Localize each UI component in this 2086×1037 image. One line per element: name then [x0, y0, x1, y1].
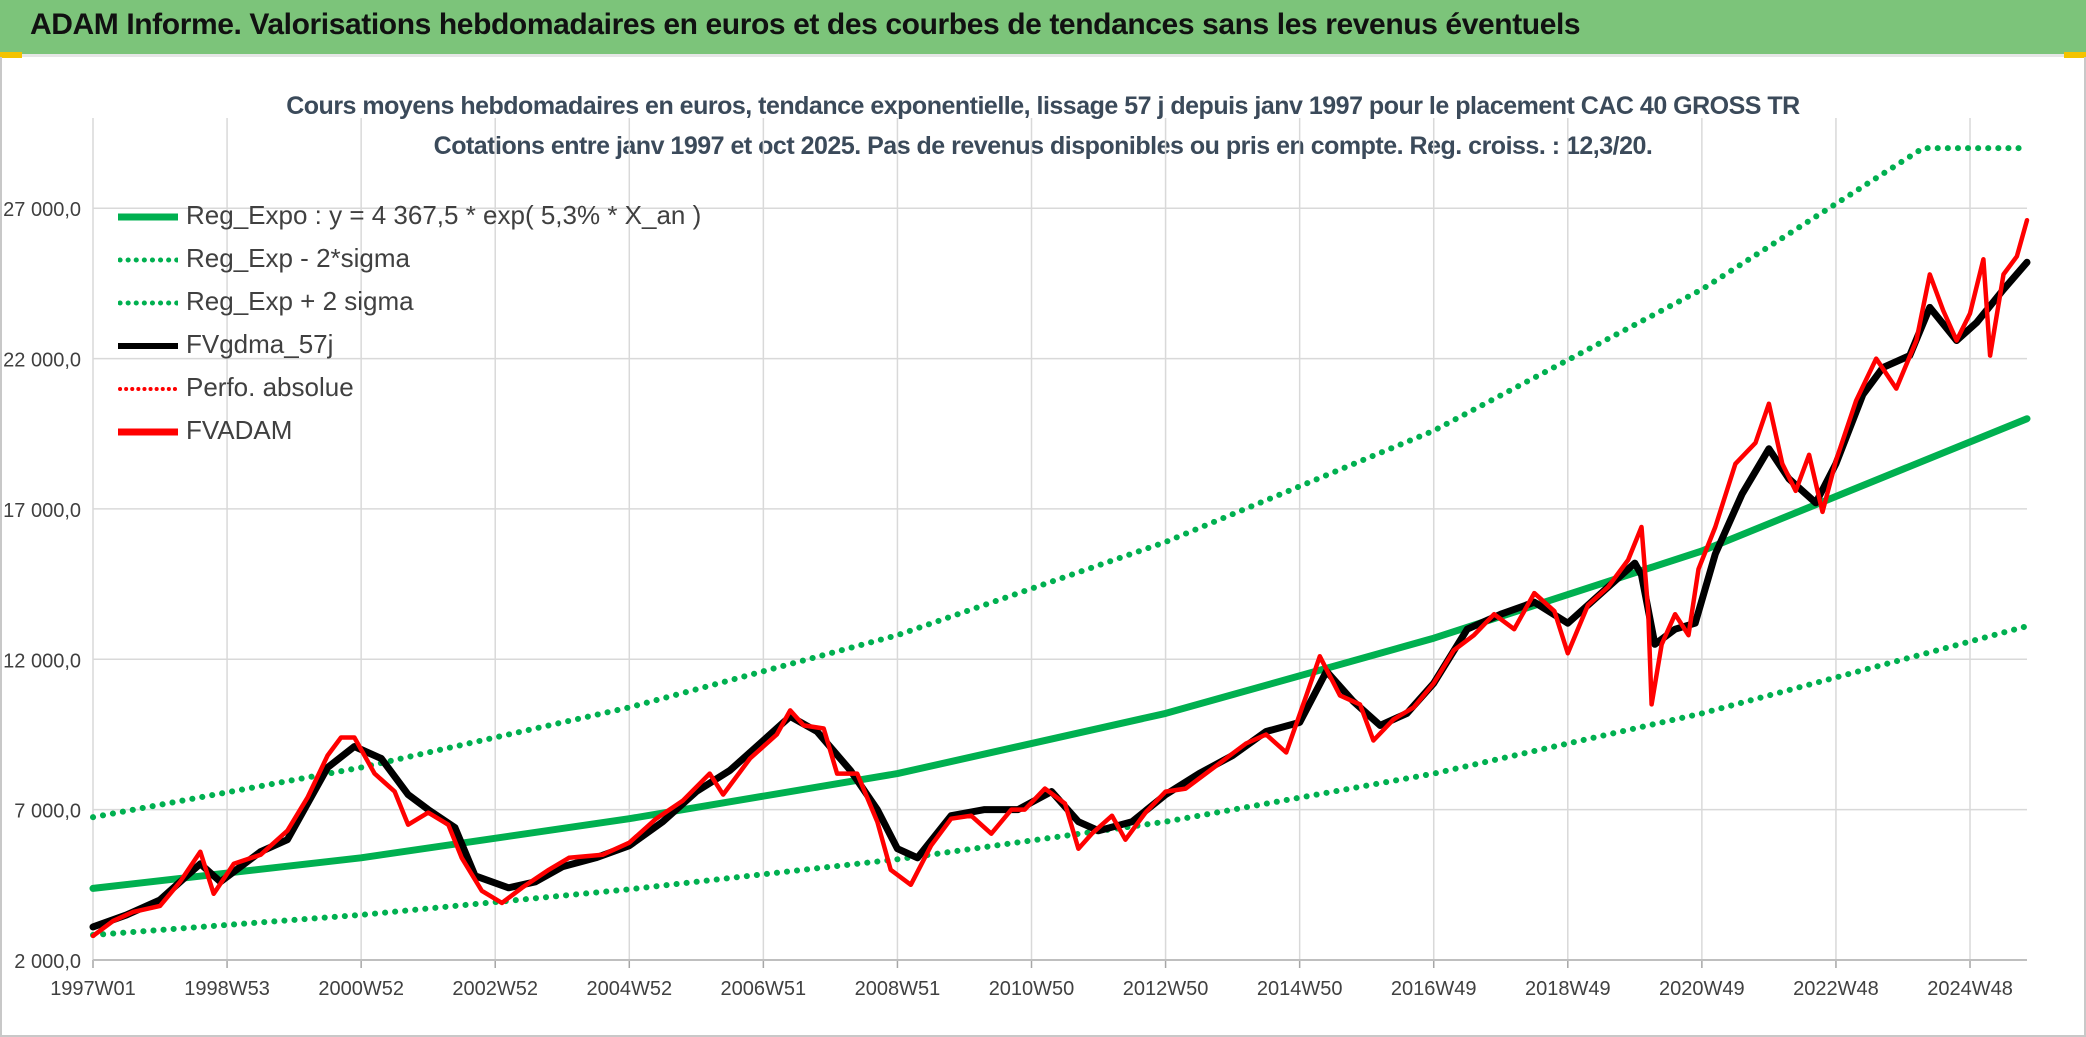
chart-title-line-2: Cotations entre janv 1997 et oct 2025. P…: [433, 132, 1653, 160]
legend-label-reg-exp-minus: Reg_Exp - 2*sigma: [186, 243, 410, 273]
chart-title: Cours moyens hebdomadaires en euros, ten…: [0, 86, 2086, 166]
series-reg-expo: [89, 415, 2031, 892]
legend-label-fvgdma: FVgdma_57j: [186, 329, 334, 359]
chart-frame: [0, 57, 2086, 1037]
x-tick-label: 1997W01: [50, 978, 136, 1000]
legend-label-reg-expo: Reg_Expo : y = 4 367,5 * exp( 5,3% * X_a…: [186, 200, 702, 230]
series-lines: [89, 145, 2031, 939]
series-reg-exp-minus: [90, 623, 2030, 938]
y-tick-label: 17 000,0: [3, 500, 81, 522]
x-tick-label: 2016W49: [1391, 978, 1477, 1000]
corner-accent-left: [0, 52, 22, 58]
x-tick-label: 2022W48: [1793, 978, 1879, 1000]
legend-label-fvadam: FVADAM: [186, 415, 293, 445]
x-tick-label: 1998W53: [184, 978, 270, 1000]
x-tick-label: 2006W51: [721, 978, 807, 1000]
legend-swatch-reg-expo: [118, 213, 178, 221]
x-tick-label: 2010W50: [989, 978, 1075, 1000]
series-reg-exp-plus: [90, 145, 2030, 821]
x-tick-label: 2020W49: [1659, 978, 1745, 1000]
legend-swatch-reg-exp-plus: [118, 300, 178, 306]
y-tick-label: 22 000,0: [3, 350, 81, 372]
x-tick-label: 2018W49: [1525, 978, 1611, 1000]
x-tick-label: 2008W51: [855, 978, 941, 1000]
y-tick-label: 2 000,0: [14, 951, 81, 973]
y-tick-label: 7 000,0: [14, 801, 81, 823]
series-fvadam: [90, 217, 2030, 939]
legend-label-reg-exp-plus: Reg_Exp + 2 sigma: [186, 286, 414, 316]
legend-label-perfo-absolue: Perfo. absolue: [186, 372, 354, 402]
x-tick-label: 2014W50: [1257, 978, 1343, 1000]
y-tick-label: 12 000,0: [3, 650, 81, 672]
chart-title-line-1: Cours moyens hebdomadaires en euros, ten…: [286, 92, 1800, 120]
report-title: ADAM Informe. Valorisations hebdomadaire…: [30, 8, 1581, 41]
corner-accent-right: [2064, 52, 2086, 58]
legend-swatch-fvgdma: [118, 343, 178, 349]
grid-lines: [92, 118, 2027, 960]
legend-swatch-perfo-absolue: [118, 387, 178, 391]
x-tick-label: 2002W52: [452, 978, 538, 1000]
legend-swatch-reg-exp-minus: [118, 257, 178, 263]
axes: 2 000,0 7 000,0 12 000,0 17 000,0 22 000,0 27…: [3, 199, 2027, 1000]
legend-swatch-fvadam: [118, 428, 178, 436]
y-tick-label: 27 000,0: [3, 199, 81, 221]
x-tick-label: 2012W50: [1123, 978, 1209, 1000]
series-fvgdma: [89, 258, 2031, 931]
report-banner: ADAM Informe. Valorisations hebdomadaire…: [0, 0, 2086, 57]
x-tick-label: 2004W52: [586, 978, 672, 1000]
x-tick-label: 2024W48: [1927, 978, 2013, 1000]
x-tick-label: 2000W52: [318, 978, 404, 1000]
